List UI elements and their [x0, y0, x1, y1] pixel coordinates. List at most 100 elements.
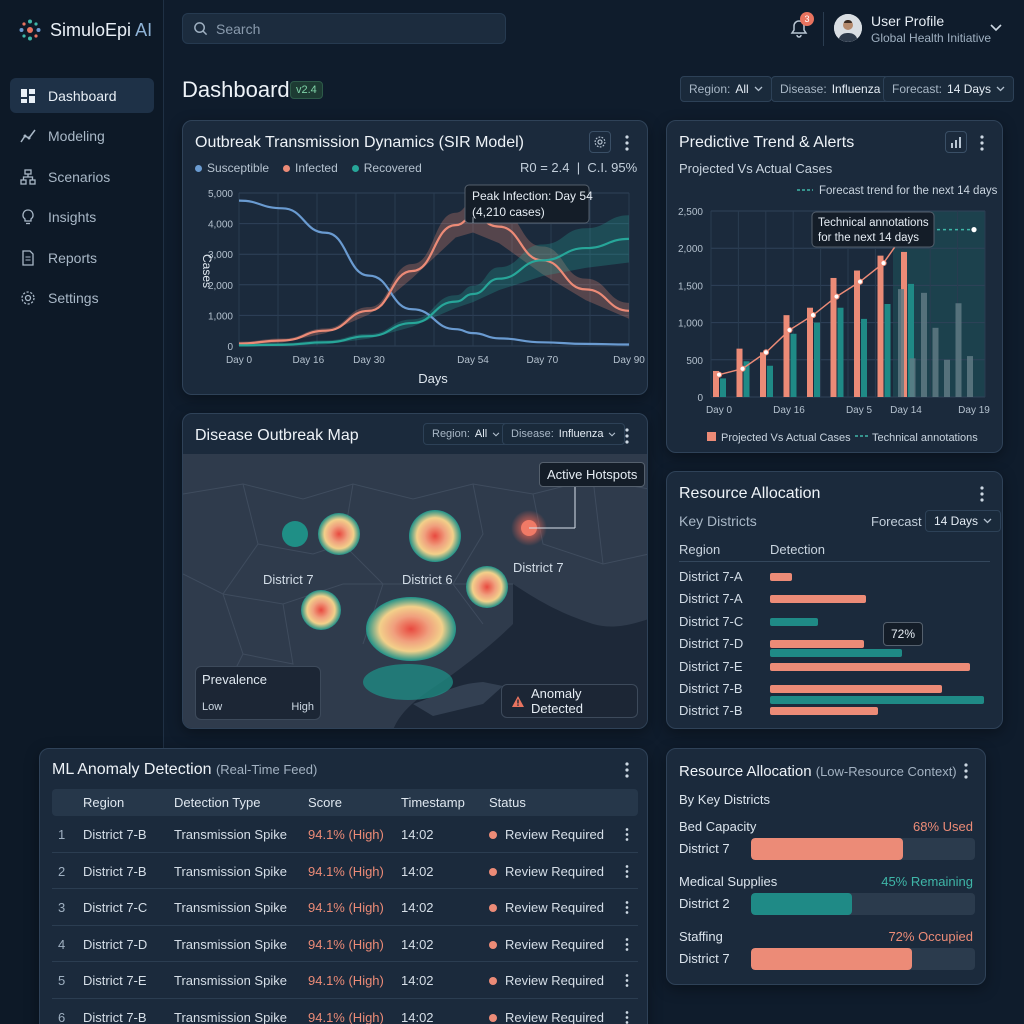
- value-tooltip: 72%: [883, 622, 924, 646]
- cell-score: 94.1% (High): [308, 900, 384, 915]
- disease-filter[interactable]: Disease: Influenza: [771, 76, 890, 102]
- cell-region: District 7-E: [83, 973, 147, 988]
- row-label: District 7-B: [679, 703, 743, 719]
- avatar[interactable]: [834, 14, 862, 42]
- legend-infected: Infected: [283, 161, 338, 175]
- y-tick-label: 2,000: [208, 281, 233, 292]
- row-more-options-icon[interactable]: [622, 1010, 632, 1024]
- map-disease-filter[interactable]: Disease: Influenza: [502, 423, 626, 445]
- resource-bar-fill: [751, 893, 852, 915]
- sidebar-item-reports[interactable]: Reports: [10, 240, 154, 275]
- bar-actual: [884, 304, 891, 397]
- profile-name[interactable]: User Profile: [871, 13, 945, 29]
- tooltip-line: (4,210 cases): [472, 205, 545, 219]
- x-tick-label: Day 70: [526, 355, 558, 366]
- card-title: Resource Allocation: [679, 485, 821, 502]
- detection-bar: [770, 685, 942, 693]
- chevron-down-icon[interactable]: [990, 24, 1002, 32]
- forecast-filter[interactable]: Forecast: 14 Days: [883, 76, 1015, 102]
- column-header[interactable]: Detection Type: [174, 795, 261, 810]
- detection-bar: [770, 662, 970, 671]
- x-tick-label: Day 16: [773, 405, 805, 416]
- more-options-icon[interactable]: [621, 134, 633, 152]
- more-options-icon[interactable]: [621, 761, 633, 779]
- chart-type-button[interactable]: [945, 131, 967, 153]
- more-options-icon[interactable]: [621, 427, 633, 445]
- search-box[interactable]: [182, 13, 506, 44]
- table-row[interactable]: 4 District 7-D Transmission Spike 94.1% (Hi…: [52, 926, 638, 962]
- anomaly-alert[interactable]: Anomaly Detected: [501, 684, 638, 718]
- divider: [823, 12, 824, 46]
- row-number: 2: [58, 863, 66, 879]
- table-row[interactable]: 1 District 7-B Transmission Spike 94.1% (Hi…: [52, 816, 638, 853]
- row-more-options-icon[interactable]: [622, 973, 632, 988]
- trend-point: [880, 259, 887, 267]
- bar-actual: [814, 322, 820, 397]
- status-dot: [489, 977, 497, 985]
- more-options-icon[interactable]: [976, 485, 988, 503]
- region-filter[interactable]: Region: All: [680, 76, 772, 102]
- row-label: District 7-B: [679, 681, 743, 696]
- resource-label: Medical Supplies: [679, 874, 778, 889]
- search-input[interactable]: [216, 20, 486, 37]
- outbreak-map[interactable]: District 7 District 6 District 7 Active …: [183, 454, 647, 728]
- row-more-options-icon[interactable]: [622, 900, 632, 915]
- trend-chart: 0 500 1,000 1,500 2,000 2,500 Forecast trend f…: [678, 185, 998, 444]
- settings-button[interactable]: [589, 131, 611, 153]
- more-options-icon[interactable]: [960, 762, 972, 780]
- y-tick-label: 1,000: [678, 319, 703, 330]
- app-logo[interactable]: SimuloEpi AI: [18, 18, 152, 42]
- column-header[interactable]: Status: [489, 795, 526, 810]
- bar-forecast: [944, 359, 950, 397]
- row-more-options-icon[interactable]: [622, 937, 632, 952]
- cell-score: 94.1% (High): [308, 827, 384, 842]
- more-options-icon[interactable]: [976, 134, 988, 152]
- predictive-trend-card: Predictive Trend & Alerts Projected Vs A…: [666, 120, 1003, 453]
- row-more-options-icon[interactable]: [622, 864, 632, 879]
- hotspot: [318, 513, 360, 555]
- y-tick-label: 500: [686, 356, 703, 367]
- sidebar-item-modeling[interactable]: Modeling: [10, 119, 154, 154]
- cell-status: Review Required: [489, 900, 604, 915]
- row-more-options-icon[interactable]: [622, 827, 632, 842]
- y-tick-label: 5,000: [208, 189, 233, 200]
- trend-point: [762, 349, 770, 356]
- map-region-filter[interactable]: Region: All: [423, 423, 510, 445]
- status-dot: [489, 831, 497, 839]
- y-tick-label: 1,000: [208, 311, 233, 322]
- table-row[interactable]: 2 District 7-B Transmission Spike 94.1% (Hi…: [52, 853, 638, 889]
- notifications-button[interactable]: 3: [788, 12, 814, 40]
- y-axis-label: Cases: [200, 254, 214, 288]
- prevalence-legend: Prevalence Low High: [195, 666, 321, 720]
- card-title: Disease Outbreak Map: [195, 427, 359, 444]
- warning-icon: [511, 695, 524, 707]
- bar-projected: [877, 255, 884, 397]
- column-header[interactable]: Score: [308, 795, 342, 810]
- cell-timestamp: 14:02: [401, 936, 434, 952]
- y-tick-label: 0: [227, 342, 233, 353]
- column-header[interactable]: Timestamp: [401, 795, 465, 810]
- sidebar-item-dashboard[interactable]: Dashboard: [10, 78, 154, 113]
- cell-detection-type: Transmission Spike: [174, 863, 287, 879]
- chevron-down-icon: [754, 86, 763, 92]
- bar-actual: [790, 333, 797, 397]
- resource-value: 45% Remaining: [881, 874, 973, 889]
- modeling-icon: [20, 129, 36, 143]
- column-header[interactable]: Region: [83, 795, 125, 810]
- forecast-select[interactable]: 14 Days: [925, 510, 1002, 532]
- bar-forecast: [955, 303, 962, 397]
- sidebar-item-scenarios[interactable]: Scenarios: [10, 159, 154, 194]
- insights-icon: [22, 209, 34, 225]
- table-row[interactable]: 6 District 7-B Transmission Spike 94.1% (Hi…: [52, 999, 638, 1024]
- card-title: Resource Allocation (Low-Resource Contex…: [679, 763, 957, 780]
- detection-bar: [770, 595, 866, 604]
- cell-detection-type: Transmission Spike: [174, 973, 287, 988]
- sidebar-item-settings[interactable]: Settings: [10, 281, 154, 316]
- sidebar-item-label: Scenarios: [48, 168, 111, 185]
- table-row[interactable]: 3 District 7-C Transmission Spike 94.1% (Hi…: [52, 889, 638, 926]
- x-axis-label: Days: [418, 371, 448, 386]
- table-row[interactable]: 5 District 7-E Transmission Spike 94.1% (Hi…: [52, 962, 638, 999]
- y-tick-label: 2,000: [678, 244, 703, 255]
- sidebar-item-insights[interactable]: Insights: [10, 200, 154, 235]
- series-line-infected: [238, 216, 630, 345]
